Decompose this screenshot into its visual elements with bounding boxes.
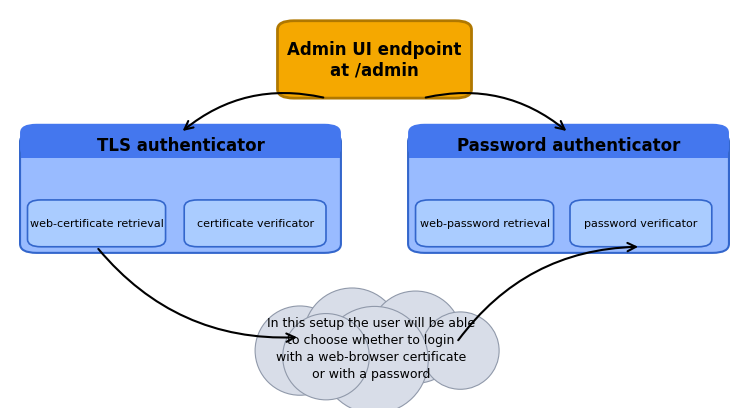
FancyBboxPatch shape — [28, 200, 166, 247]
Text: web-password retrieval: web-password retrieval — [419, 219, 550, 229]
FancyBboxPatch shape — [408, 133, 729, 253]
Text: Password authenticator: Password authenticator — [457, 137, 680, 155]
Text: In this setup the user will be able
to choose whether to login
with a web-browse: In this setup the user will be able to c… — [267, 316, 475, 380]
Ellipse shape — [369, 291, 462, 383]
FancyBboxPatch shape — [184, 200, 326, 247]
FancyBboxPatch shape — [408, 124, 729, 159]
FancyBboxPatch shape — [20, 124, 341, 159]
Ellipse shape — [255, 306, 345, 395]
Ellipse shape — [422, 312, 499, 389]
FancyBboxPatch shape — [416, 200, 554, 247]
Ellipse shape — [321, 307, 428, 409]
Text: web-certificate retrieval: web-certificate retrieval — [30, 219, 163, 229]
Bar — [21, 146, 340, 159]
Bar — [409, 146, 728, 159]
Ellipse shape — [303, 288, 401, 385]
Text: Admin UI endpoint
at /admin: Admin UI endpoint at /admin — [288, 41, 461, 80]
FancyBboxPatch shape — [277, 22, 472, 99]
FancyBboxPatch shape — [20, 133, 341, 253]
Text: TLS authenticator: TLS authenticator — [97, 137, 264, 155]
Ellipse shape — [282, 314, 369, 400]
Text: certificate verificator: certificate verificator — [196, 219, 314, 229]
Text: password verificator: password verificator — [584, 219, 697, 229]
FancyBboxPatch shape — [570, 200, 712, 247]
